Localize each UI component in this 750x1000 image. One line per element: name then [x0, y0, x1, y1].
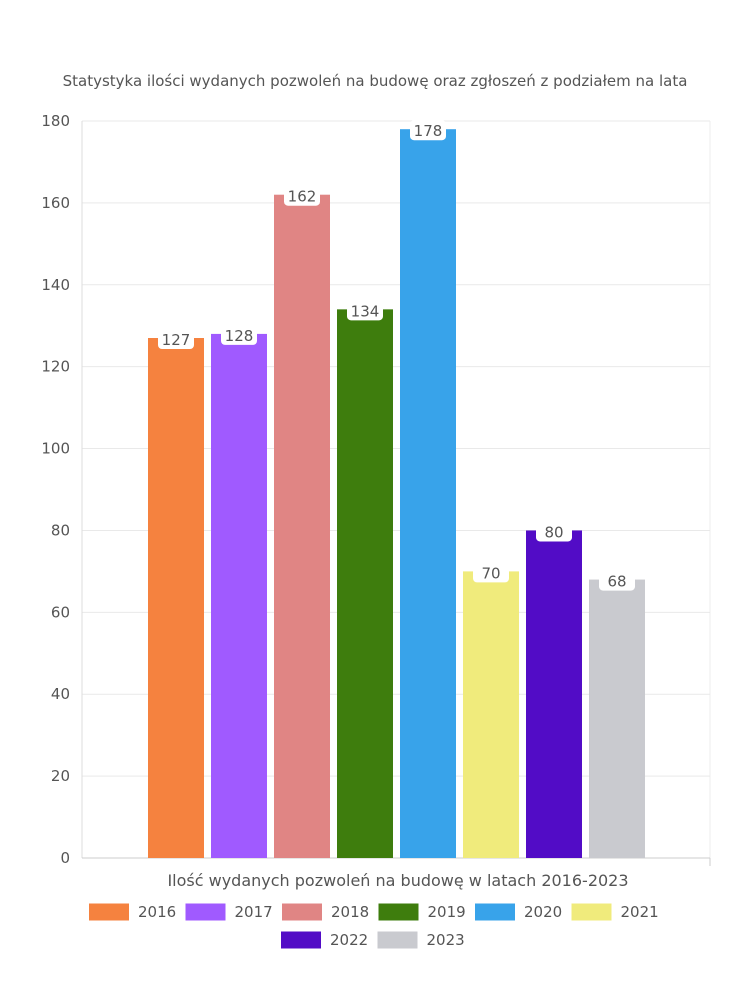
data-label-2023: 68 [607, 573, 626, 591]
bar-2019 [337, 309, 393, 858]
legend-swatch-2022 [281, 931, 321, 949]
y-tick-label: 100 [41, 440, 70, 458]
legend-label-2018: 2018 [331, 903, 369, 921]
bar-2021 [463, 571, 519, 858]
x-axis-label: Ilość wydanych pozwoleń na budowę w lata… [167, 871, 628, 890]
y-tick-label: 80 [51, 521, 70, 539]
legend-swatch-2019 [378, 903, 419, 921]
data-label-box [536, 521, 572, 542]
data-label-2018: 162 [288, 188, 317, 206]
legend-label-2022: 2022 [330, 931, 368, 949]
legend-swatch-2018 [282, 903, 322, 921]
data-label-2019: 134 [351, 302, 380, 320]
data-label-box [284, 185, 320, 206]
bar-2017 [211, 333, 267, 858]
legend-label-2019: 2019 [428, 903, 466, 921]
data-label-box [347, 300, 383, 321]
y-tick-label: 180 [41, 112, 70, 130]
y-tick-label: 140 [41, 276, 70, 294]
data-label-2020: 178 [414, 122, 443, 140]
legend-label-2016: 2016 [138, 903, 176, 921]
data-labels: 127 128 162 134 178 70 80 68 [158, 120, 635, 591]
data-label-2016: 127 [162, 331, 191, 349]
legend-swatch-2023 [377, 931, 418, 949]
y-tick-label: 40 [51, 685, 70, 703]
data-label-box [599, 570, 635, 591]
bar-2022 [526, 530, 582, 858]
data-label-2022: 80 [544, 523, 563, 541]
y-tick-label: 160 [41, 194, 70, 212]
bar-2018 [274, 194, 330, 858]
legend-swatch-2017 [185, 903, 226, 921]
legend-label-2017: 2017 [235, 903, 273, 921]
legend-label-2020: 2020 [524, 903, 562, 921]
bar-2020 [400, 129, 456, 858]
y-tick-label: 0 [60, 849, 70, 867]
legend: 2016 2017 2018 2019 2020 2021 2022 2023 [89, 903, 659, 949]
legend-label-2023: 2023 [427, 931, 465, 949]
data-label-box [473, 562, 509, 583]
y-tick-label: 120 [41, 358, 70, 376]
bar-2023 [589, 579, 645, 858]
data-label-box [158, 329, 194, 350]
legend-label-2021: 2021 [621, 903, 659, 921]
y-tick-label: 20 [51, 767, 70, 785]
bar-2016 [148, 338, 204, 858]
data-label-box [221, 324, 257, 345]
data-label-box [410, 120, 446, 141]
data-label-2021: 70 [481, 564, 500, 582]
data-label-2017: 128 [225, 327, 254, 345]
bars [148, 129, 645, 858]
chart-title: Statystyka ilości wydanych pozwoleń na b… [63, 72, 688, 90]
legend-swatch-2020 [475, 903, 515, 921]
legend-swatch-2016 [89, 903, 129, 921]
y-tick-label: 60 [51, 603, 70, 621]
legend-swatch-2021 [571, 903, 612, 921]
